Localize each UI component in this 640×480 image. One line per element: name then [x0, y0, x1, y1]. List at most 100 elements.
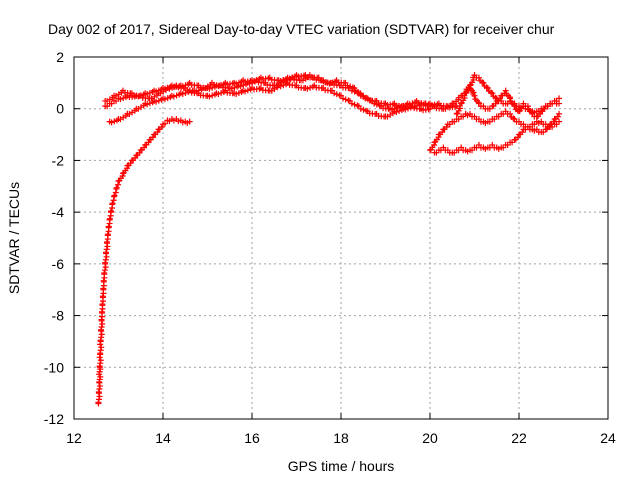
- data-point: [492, 100, 499, 107]
- y-tick-label: -10: [44, 359, 64, 375]
- data-point: [98, 344, 105, 351]
- data-point: [127, 160, 134, 167]
- data-point: [284, 77, 291, 84]
- plot-frame: [73, 56, 609, 420]
- data-point: [103, 249, 110, 256]
- data-point: [326, 80, 333, 87]
- data-point: [103, 238, 110, 245]
- data-point: [406, 101, 413, 108]
- data-point: [331, 90, 338, 97]
- data-point: [97, 383, 104, 390]
- data-point: [215, 90, 222, 97]
- data-point: [496, 95, 503, 102]
- series-upper-band-b: [106, 79, 433, 126]
- data-point: [402, 106, 409, 113]
- data-point: [393, 109, 400, 116]
- data-point: [158, 124, 165, 131]
- data-point: [144, 101, 151, 108]
- data-point: [524, 103, 531, 110]
- data-point: [489, 90, 496, 97]
- data-point: [161, 120, 168, 127]
- data-point: [249, 79, 256, 86]
- data-point: [510, 115, 517, 122]
- data-point: [388, 106, 395, 113]
- data-point: [97, 337, 104, 344]
- data-point: [304, 85, 311, 92]
- data-point: [458, 100, 465, 107]
- data-point: [132, 155, 139, 162]
- data-point: [307, 84, 314, 91]
- data-point: [439, 129, 446, 136]
- data-point: [348, 100, 355, 107]
- data-point: [98, 331, 105, 338]
- data-point: [114, 117, 121, 124]
- data-point: [339, 95, 346, 102]
- y-tick-label: -4: [52, 204, 65, 220]
- data-point: [146, 89, 153, 96]
- data-point: [228, 85, 235, 92]
- series-late-arc-d: [431, 118, 563, 156]
- chart-title: Day 002 of 2017, Sidereal Day-to-day VTE…: [48, 21, 555, 37]
- y-tick-label: -2: [52, 152, 65, 168]
- data-point: [99, 301, 106, 308]
- data-point: [282, 78, 289, 85]
- data-point: [209, 92, 216, 99]
- data-point: [108, 207, 115, 214]
- data-point: [136, 149, 143, 156]
- data-point: [351, 101, 358, 108]
- marks-layer: [95, 72, 563, 407]
- data-point: [98, 334, 105, 341]
- data-point: [333, 91, 340, 98]
- data-point: [541, 105, 548, 112]
- data-point: [309, 83, 316, 90]
- data-point: [391, 105, 398, 112]
- data-point: [231, 84, 238, 91]
- data-point: [166, 85, 173, 92]
- data-point: [347, 83, 354, 90]
- data-point: [488, 89, 495, 96]
- data-point: [329, 79, 336, 86]
- data-point: [514, 134, 521, 141]
- axis-layer: 12 14 16 18 20 22 24 -12 -10 -8 -6 -4 -2 0 2: [44, 49, 616, 446]
- data-point: [511, 103, 518, 110]
- data-point: [99, 321, 106, 328]
- data-point: [409, 100, 416, 107]
- data-point: [453, 110, 460, 117]
- x-tick-label: 20: [422, 430, 438, 446]
- data-point: [96, 393, 103, 400]
- data-point: [108, 119, 115, 126]
- data-point: [244, 87, 251, 94]
- data-point: [479, 79, 486, 86]
- y-tick-label: 2: [56, 49, 64, 65]
- data-point: [155, 97, 162, 104]
- data-point: [95, 396, 102, 403]
- data-point: [256, 85, 263, 92]
- series-descending-arc: [95, 116, 193, 407]
- data-point: [371, 100, 378, 107]
- data-point: [235, 89, 242, 96]
- data-point: [102, 259, 109, 266]
- data-point: [556, 110, 563, 117]
- data-point: [246, 80, 253, 87]
- data-point: [98, 326, 105, 333]
- data-point: [483, 84, 490, 91]
- data-point: [153, 98, 160, 105]
- data-point: [98, 316, 105, 323]
- data-point: [237, 83, 244, 90]
- data-point: [443, 124, 450, 131]
- data-point: [173, 92, 180, 99]
- data-point: [467, 82, 474, 89]
- data-point: [233, 90, 240, 97]
- data-point: [98, 323, 105, 330]
- data-point: [195, 87, 202, 94]
- data-point: [554, 113, 561, 120]
- data-point: [169, 84, 176, 91]
- y-axis-label: SDTVAR / TECUs: [6, 182, 22, 294]
- data-point: [103, 246, 110, 253]
- data-point: [185, 81, 192, 88]
- data-point: [342, 96, 349, 103]
- data-point: [471, 92, 478, 99]
- data-point: [218, 89, 225, 96]
- data-point: [109, 200, 116, 207]
